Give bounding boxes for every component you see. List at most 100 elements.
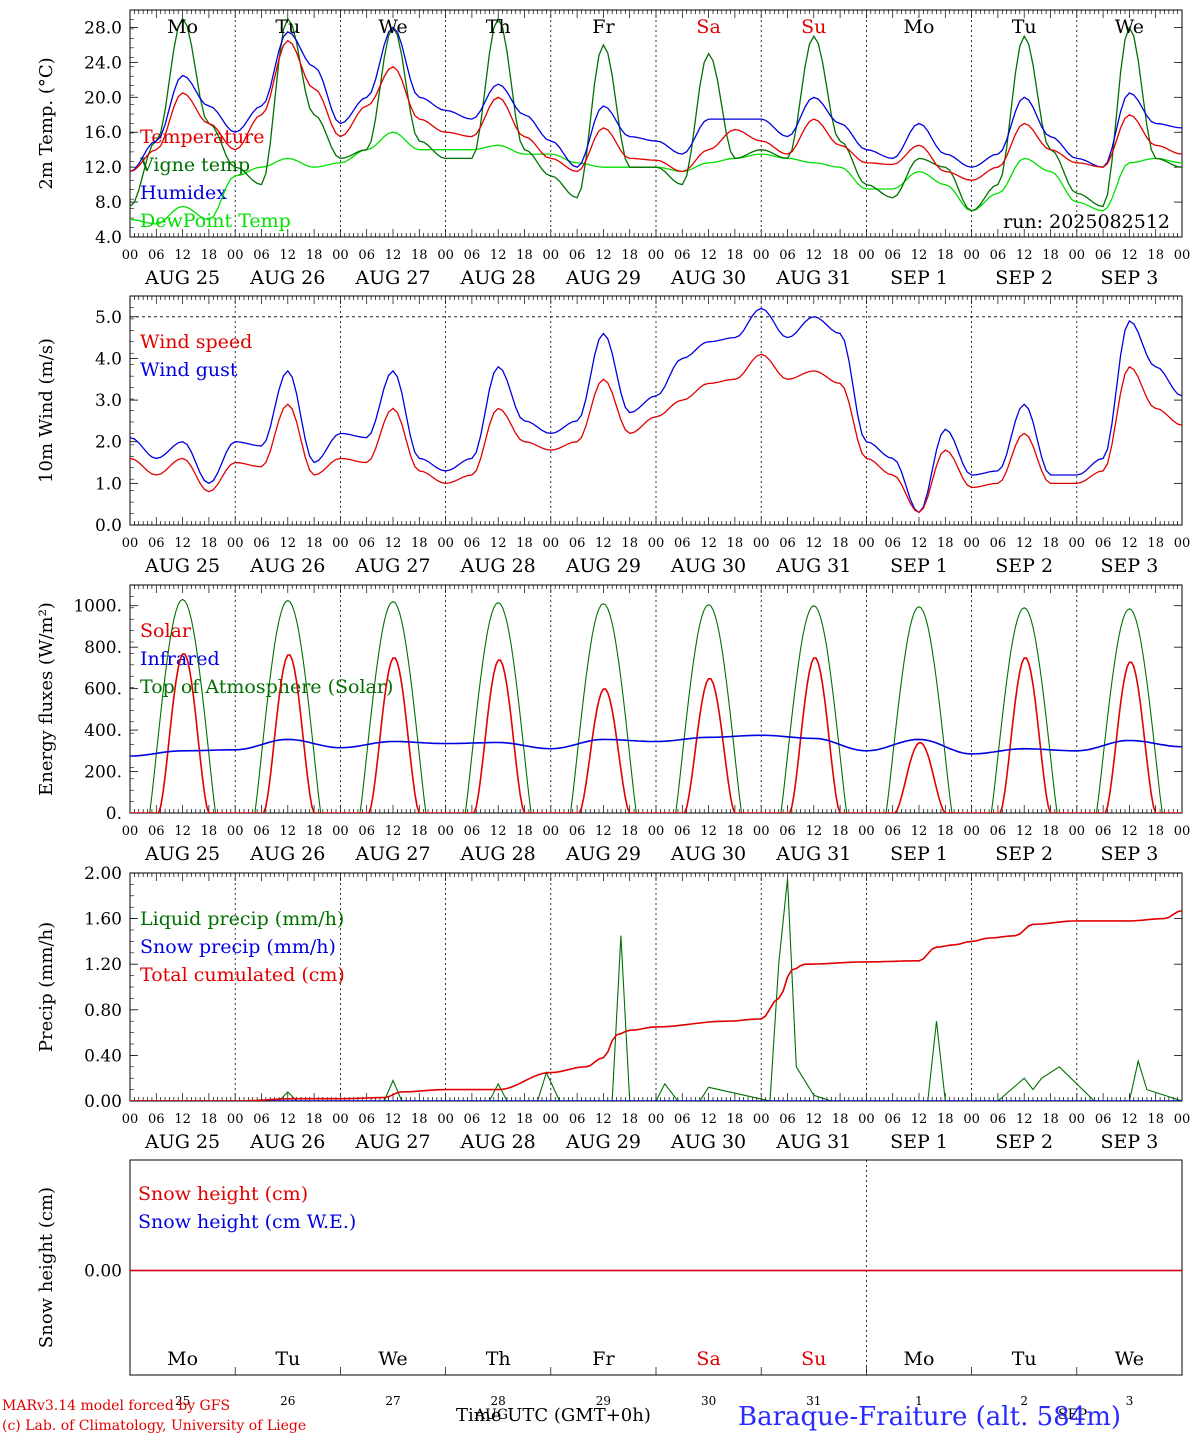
x-date-label: SEP 3 [1100,267,1158,289]
x-hour-label: 00 [122,1112,139,1127]
x-hour-label: 06 [674,824,691,839]
y-tick-label: 200. [84,763,122,783]
x-hour-label: 00 [437,536,454,551]
x-hour-label: 18 [1147,248,1164,263]
y-tick-label: 2.0 [95,433,122,453]
series-temperature [130,39,1182,181]
x-hour-label: 00 [858,824,875,839]
x-hour-label: 18 [201,824,218,839]
x-hour-label: 18 [1042,536,1059,551]
y-axis-label: Snow height (cm) [36,1187,57,1348]
y-axis-label: 2m Temp. (°C) [36,57,57,189]
x-hour-label: 18 [306,248,323,263]
x-hour-label: 12 [1016,248,1033,263]
legend-humidex: Humidex [140,182,227,204]
x-hour-label: 12 [700,248,717,263]
day-of-week-label-top: We [378,16,407,38]
x-hour-label: 06 [148,824,165,839]
x-hour-label: 18 [201,536,218,551]
x-hour-label: 18 [201,1112,218,1127]
x-hour-label: 00 [858,536,875,551]
x-hour-label: 12 [280,1112,297,1127]
x-date-label: AUG 28 [460,555,536,577]
y-axis-label: Energy fluxes (W/m²) [36,602,57,796]
x-hour-label: 12 [911,824,928,839]
series-solar [130,653,1182,813]
x-hour-label: 18 [621,248,638,263]
series-top-of-atmosphere [130,598,1182,813]
x-hour-label: 18 [411,824,428,839]
model-credit: MARv3.14 model forced by GFS [2,1398,231,1414]
y-tick-label: 24.0 [84,53,122,73]
x-hour-label: 06 [884,536,901,551]
x-hour-label: 06 [569,824,586,839]
series-total-cumulated [130,909,1182,1101]
x-hour-label: 06 [884,248,901,263]
x-hour-label: 00 [437,1112,454,1127]
day-of-week-label-top: Mo [904,16,935,38]
series-vigne-temp [130,17,1182,212]
x-hour-label: 18 [727,1112,744,1127]
day-of-week-label-bottom: Tu [275,1348,300,1370]
x-date-label: SEP 1 [890,555,948,577]
y-tick-label: 20.0 [84,88,122,108]
copyright-credit: (c) Lab. of Climatology, University of L… [2,1418,307,1434]
x-hour-label: 12 [490,248,507,263]
day-of-week-label-bottom: Mo [167,1348,198,1370]
day-of-week-label-top: Tu [275,16,300,38]
x-hour-label: 06 [779,1112,796,1127]
x-date-label: AUG 27 [354,555,430,577]
x-hour-label: 06 [674,1112,691,1127]
legend-total-cumulated-cm-: Total cumulated (cm) [140,964,345,986]
x-date-label: AUG 27 [354,843,430,865]
x-hour-label: 06 [990,824,1007,839]
x-hour-label: 00 [648,824,665,839]
x-date-label: SEP 1 [890,267,948,289]
x-date-label: SEP 1 [890,1131,948,1153]
legend-top-of-atmosphere-solar-: Top of Atmosphere (Solar) [140,676,393,698]
day-of-week-label-top: We [1115,16,1144,38]
x-date-label: AUG 30 [670,843,746,865]
x-hour-label: 00 [858,248,875,263]
x-hour-label: 00 [227,536,244,551]
y-tick-label: 3.0 [95,391,122,411]
x-hour-label: 12 [385,1112,402,1127]
day-of-week-label-top: Tu [1012,16,1037,38]
x-hour-label: 12 [806,1112,823,1127]
day-of-week-label-bottom: Su [801,1348,826,1370]
panel-plot-3 [130,598,1182,813]
x-hour-label: 06 [884,824,901,839]
x-hour-label: 00 [963,1112,980,1127]
panel-plot-4 [130,878,1182,1101]
x-hour-label: 12 [174,1112,191,1127]
x-hour-label: 00 [122,248,139,263]
x-hour-label: 12 [1121,824,1138,839]
legend-dewpoint-temp: DewPoint Temp [140,210,291,232]
x-hour-label: 00 [122,824,139,839]
x-hour-label: 12 [806,536,823,551]
x-hour-label: 18 [1147,536,1164,551]
x-hour-label: 18 [727,248,744,263]
x-date-label: AUG 30 [670,267,746,289]
x-hour-label: 18 [621,1112,638,1127]
x-hour-label: 00 [1174,248,1191,263]
x-date-label: AUG 28 [460,267,536,289]
series-wind-speed [130,353,1182,514]
x-hour-label: 00 [648,536,665,551]
y-tick-label: 1.20 [84,955,122,975]
legend-wind-speed: Wind speed [140,331,252,353]
x-hour-label: 18 [937,824,954,839]
x-hour-label: 00 [332,1112,349,1127]
x-hour-label: 18 [832,1112,849,1127]
x-hour-label: 18 [621,824,638,839]
x-hour-label: 12 [490,1112,507,1127]
x-date-label: AUG 28 [460,1131,536,1153]
x-hour-label: 18 [1147,824,1164,839]
x-hour-label: 06 [990,1112,1007,1127]
y-axis-label: Precip (mm/h) [36,922,57,1052]
x-hour-label: 06 [358,824,375,839]
x-hour-label: 00 [1174,824,1191,839]
x-day-number: 25 [175,1394,190,1408]
x-hour-label: 18 [306,536,323,551]
x-hour-label: 18 [411,1112,428,1127]
